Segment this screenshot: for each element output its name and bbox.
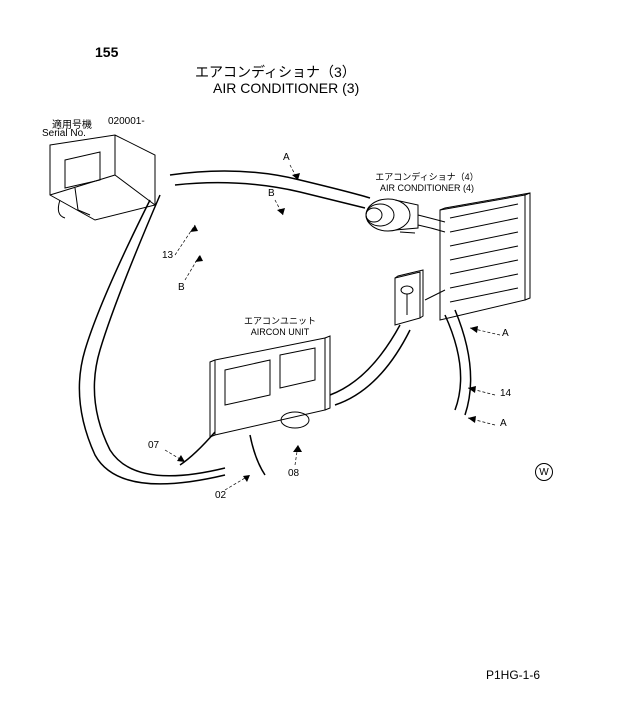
receiver <box>395 270 423 325</box>
serial-label-en: Serial No. <box>42 128 86 139</box>
title-en: AIR CONDITIONER (3) <box>213 80 359 96</box>
callout-a3: A <box>500 418 507 429</box>
ac4-label-jp: エアコンディショナ（4） <box>352 172 502 183</box>
badge-w: W <box>535 463 553 481</box>
callout-b1: B <box>178 282 185 293</box>
callout-02: 02 <box>215 490 226 501</box>
callout-a2: A <box>502 328 509 339</box>
cab-inset <box>50 135 155 220</box>
callout-07: 07 <box>148 440 159 451</box>
callout-13: 13 <box>162 250 173 261</box>
aircon-unit <box>180 336 330 475</box>
ac4-label-en: AIR CONDITIONER (4) <box>352 183 502 194</box>
diagram-svg <box>0 0 620 724</box>
title-jp: エアコンディショナ（3） <box>195 62 356 82</box>
callout-b2: B <box>268 188 275 199</box>
unit-label-jp: エアコンユニット <box>220 316 340 327</box>
page-number: 155 <box>95 44 118 60</box>
callout-a1: A <box>283 152 290 163</box>
footer-code: P1HG-1-6 <box>486 668 540 682</box>
compressor <box>366 199 418 233</box>
condenser <box>440 193 530 320</box>
callout-14: 14 <box>500 388 511 399</box>
unit-label-en: AIRCON UNIT <box>220 327 340 338</box>
serial-number: 020001- <box>108 116 145 127</box>
callout-08: 08 <box>288 468 299 479</box>
